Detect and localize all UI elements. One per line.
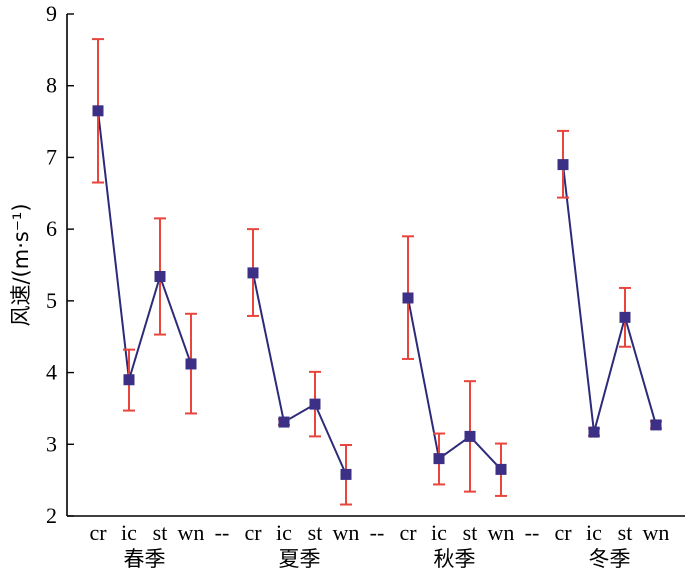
series-line [562, 164, 657, 433]
data-point [278, 416, 290, 428]
data-point [154, 270, 166, 282]
data-point [650, 419, 662, 431]
x-tick-label: st [618, 520, 633, 545]
series-group [402, 235, 507, 497]
data-point [185, 358, 197, 370]
group-label: 春季 [124, 547, 166, 571]
y-axis-label: 风速/(m·s⁻¹) [9, 203, 33, 326]
group-label: 秋季 [434, 547, 476, 571]
data-point [588, 426, 600, 438]
labels-layer: cr ic st wn -- cr ic st wn -- cr ic st wn -- cr ic st wn春季… [89, 520, 669, 571]
data-point [619, 311, 631, 323]
series-line [97, 110, 192, 381]
x-tick-label: cr [554, 520, 572, 545]
axes: 2 3 4 5 6 7 8 9 [46, 1, 685, 528]
y-tick-label: 5 [46, 288, 57, 313]
x-tick-label: ic [121, 520, 137, 545]
series-group [557, 129, 662, 438]
data-point [340, 468, 352, 480]
x-tick-label: ic [586, 520, 602, 545]
y-tick-label: 9 [46, 1, 57, 26]
y-tick-label: 3 [46, 431, 57, 456]
y-tick-label: 2 [46, 503, 57, 528]
data-point [464, 430, 476, 442]
x-tick-label: cr [89, 520, 107, 545]
group-label: 冬季 [589, 547, 631, 571]
data-point [92, 105, 104, 117]
data-point [309, 398, 321, 410]
data-point [557, 159, 569, 171]
data-point [402, 292, 414, 304]
data-point [247, 267, 259, 279]
y-tick-label: 6 [46, 216, 57, 241]
group-label: 夏季 [279, 547, 321, 571]
series-group [247, 228, 352, 506]
y-tick-label: 8 [46, 73, 57, 98]
data-point [495, 463, 507, 475]
x-tick-label: st [153, 520, 168, 545]
x-tick-label: ic [431, 520, 447, 545]
x-tick-label: st [308, 520, 323, 545]
data-point [123, 374, 135, 386]
x-tick-label: -- [525, 520, 540, 545]
x-tick-label: wn [488, 520, 515, 545]
x-tick-label: ic [276, 520, 292, 545]
x-tick-label: st [463, 520, 478, 545]
x-tick-label: cr [244, 520, 262, 545]
series-line [407, 297, 502, 471]
x-tick-label: -- [370, 520, 385, 545]
series-group [92, 38, 197, 415]
x-tick-label: wn [643, 520, 670, 545]
x-tick-label: cr [399, 520, 417, 545]
y-tick-label: 7 [46, 144, 57, 169]
x-tick-label: wn [178, 520, 205, 545]
data-point [433, 453, 445, 465]
series-line [252, 272, 347, 475]
series-layer [92, 38, 662, 506]
x-tick-label: -- [215, 520, 230, 545]
x-tick-label: wn [333, 520, 360, 545]
y-tick-label: 4 [46, 360, 57, 385]
